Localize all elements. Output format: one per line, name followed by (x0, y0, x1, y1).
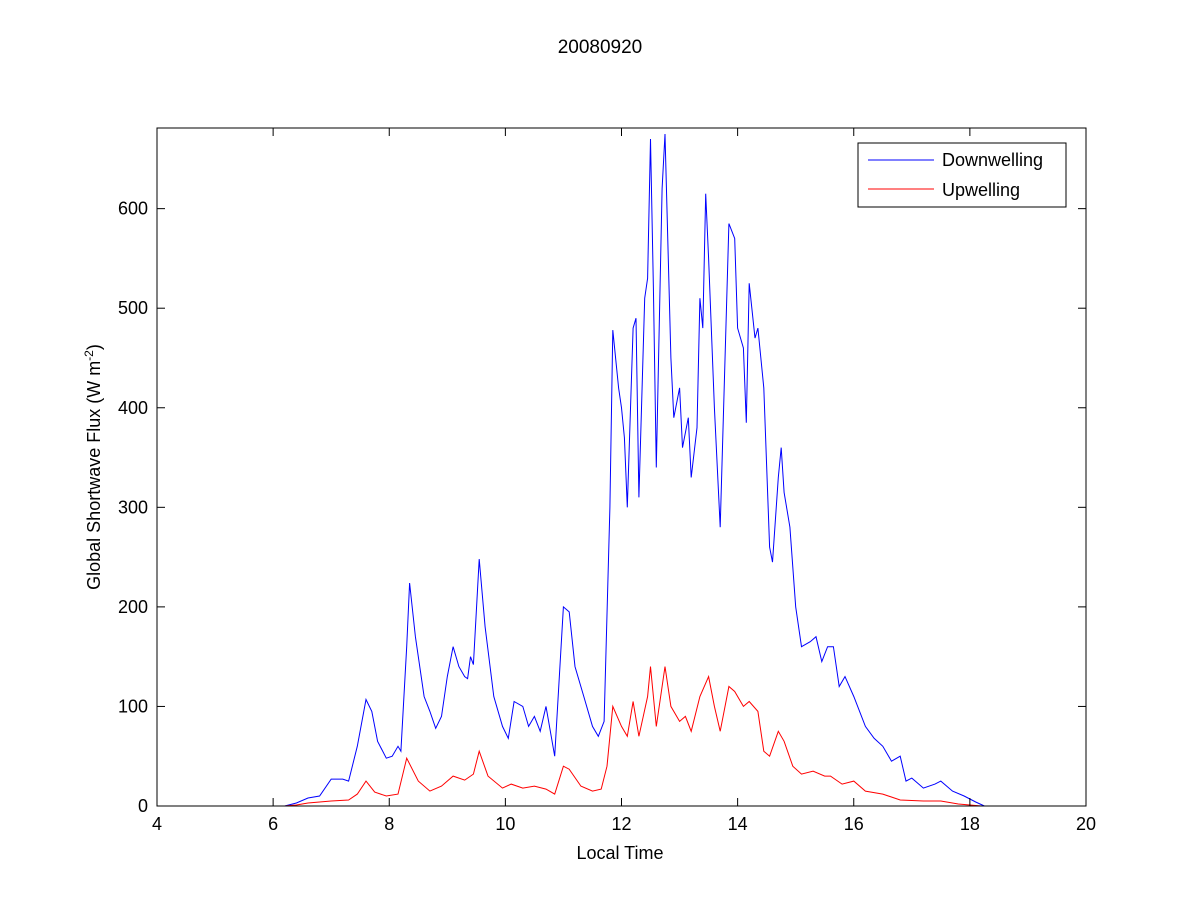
x-tick-label: 20 (1076, 814, 1096, 834)
legend-label-downwelling: Downwelling (942, 150, 1043, 170)
y-tick-label: 500 (118, 298, 148, 318)
y-tick-label: 600 (118, 199, 148, 219)
legend-label-upwelling: Upwelling (942, 180, 1020, 200)
y-tick-label: 0 (138, 796, 148, 816)
x-axis-label: Local Time (576, 843, 663, 863)
plot-frame (156, 127, 1087, 807)
x-tick-label: 16 (844, 814, 864, 834)
y-tick-label: 400 (118, 398, 148, 418)
legend: Downwelling Upwelling (857, 142, 1067, 208)
x-tick-label: 4 (152, 814, 162, 834)
series-downwelling-line (284, 133, 985, 807)
x-tick-label: 10 (495, 814, 515, 834)
y-tick-label: 200 (118, 597, 148, 617)
x-tick-label: 14 (728, 814, 748, 834)
y-tick-label: 100 (118, 696, 148, 716)
y-axis-label: Global Shortwave Flux (W m-2) (82, 344, 104, 590)
x-tick-label: 18 (960, 814, 980, 834)
legend-box (857, 142, 1067, 208)
x-tick-label: 6 (268, 814, 278, 834)
series-upwelling-line-1 (244, 666, 982, 807)
y-tick-label: 300 (118, 497, 148, 517)
chart-title: 20080920 (558, 37, 643, 58)
x-tick-label: 8 (384, 814, 394, 834)
x-tick-label: 12 (611, 814, 631, 834)
